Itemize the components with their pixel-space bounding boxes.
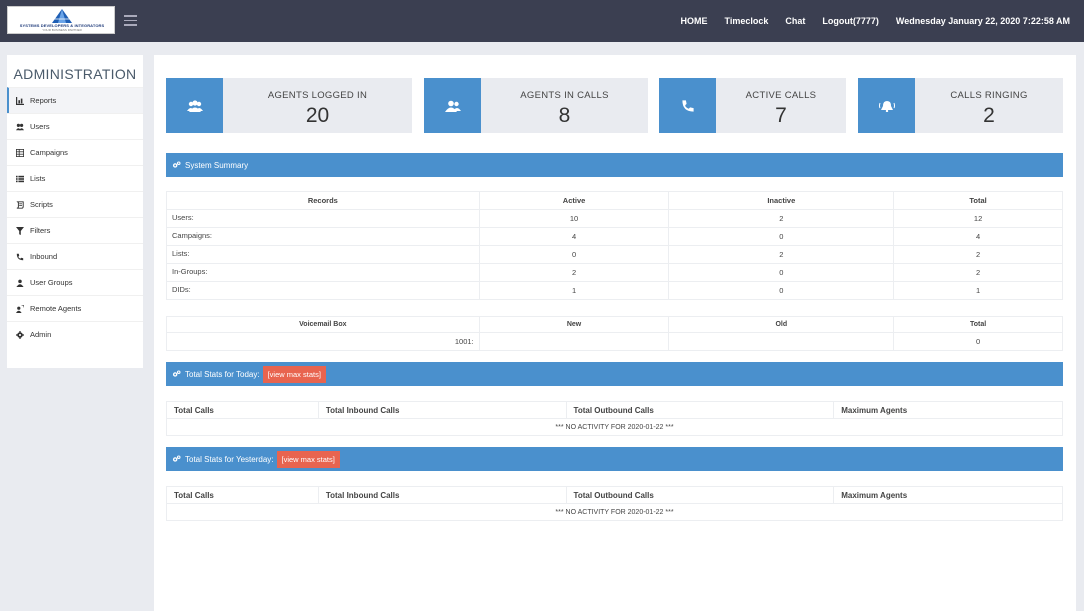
stat-label: AGENTS IN CALLS bbox=[520, 90, 609, 101]
logo-pyramid-icon bbox=[52, 9, 72, 23]
sidebar: ADMINISTRATION Reports Users Campaigns L… bbox=[7, 55, 143, 368]
list-icon bbox=[16, 175, 24, 182]
stat-card-agents-logged-in: AGENTS LOGGED IN 20 bbox=[166, 78, 412, 133]
sidebar-item-reports[interactable]: Reports bbox=[7, 87, 143, 113]
inbound-icon bbox=[16, 253, 24, 260]
table-row: *** NO ACTIVITY FOR 2020-01-22 *** bbox=[166, 418, 1063, 436]
system-summary-title: System Summary bbox=[185, 160, 249, 170]
stat-card-calls-ringing: CALLS RINGING 2 bbox=[858, 78, 1063, 133]
table-header-row: Records Active Inactive Total bbox=[166, 191, 1063, 210]
system-summary-table: Records Active Inactive Total Users: 10 … bbox=[166, 191, 1063, 300]
sidebar-menu: Reports Users Campaigns Lists Scripts Fi… bbox=[7, 87, 143, 347]
sidebar-item-lists[interactable]: Lists bbox=[7, 165, 143, 191]
logo-tagline: YOUR BUSINESS PARTNER bbox=[42, 28, 82, 32]
col-active: Active bbox=[478, 191, 670, 210]
company-logo[interactable]: SYSTEMS DEVELOPERS & INTEGRATORS YOUR BU… bbox=[7, 6, 115, 34]
top-nav: HOME Timeclock Chat Logout(7777) Wednesd… bbox=[664, 0, 1070, 42]
table-header-row: Voicemail Box New Old Total bbox=[166, 316, 1063, 333]
stats-today-header: Total Stats for Today: [view max stats] bbox=[166, 362, 1063, 386]
logo-text: SYSTEMS DEVELOPERS & INTEGRATORS bbox=[19, 23, 105, 28]
sidebar-item-label: Filters bbox=[30, 226, 51, 235]
system-summary-header: System Summary bbox=[166, 153, 1063, 177]
nav-chat[interactable]: Chat bbox=[785, 16, 806, 26]
table-row: Users: 10 2 12 bbox=[166, 209, 1063, 228]
col-inactive: Inactive bbox=[668, 191, 895, 210]
stat-card-agents-in-calls: AGENTS IN CALLS 8 bbox=[424, 78, 648, 133]
stats-yesterday-header: Total Stats for Yesterday: [view max sta… bbox=[166, 447, 1063, 471]
stat-card-active-calls: ACTIVE CALLS 7 bbox=[659, 78, 846, 133]
col-records: Records bbox=[166, 191, 480, 210]
stat-value: 7 bbox=[775, 104, 787, 127]
col-total: Total bbox=[893, 191, 1063, 210]
nav-logout[interactable]: Logout(7777) bbox=[822, 16, 879, 26]
sidebar-item-label: Inbound bbox=[30, 252, 58, 261]
stat-value: 2 bbox=[983, 104, 995, 127]
bar-chart-icon bbox=[16, 96, 24, 105]
table-row: 1001: 0 bbox=[166, 332, 1063, 351]
sidebar-item-remote-agents[interactable]: Remote Agents bbox=[7, 295, 143, 321]
stat-label: ACTIVE CALLS bbox=[745, 90, 817, 101]
voicemail-table: Voicemail Box New Old Total 1001: 0 bbox=[166, 316, 1063, 351]
table-row: *** NO ACTIVITY FOR 2020-01-22 *** bbox=[166, 503, 1063, 521]
sidebar-item-label: Remote Agents bbox=[30, 304, 82, 313]
table-row: In-Groups: 2 0 2 bbox=[166, 263, 1063, 282]
stat-value: 8 bbox=[558, 104, 571, 127]
col-old: Old bbox=[668, 316, 895, 333]
sidebar-item-label: Lists bbox=[30, 174, 46, 183]
sidebar-item-label: Campaigns bbox=[30, 148, 68, 157]
stats-today-title: Total Stats for Today: bbox=[185, 369, 260, 379]
table-header-row: Total Calls Total Inbound Calls Total Ou… bbox=[166, 401, 1063, 419]
sidebar-item-label: User Groups bbox=[30, 278, 73, 287]
no-activity-message: *** NO ACTIVITY FOR 2020-01-22 *** bbox=[166, 503, 1063, 521]
sidebar-item-admin[interactable]: Admin bbox=[7, 321, 143, 347]
bell-icon bbox=[878, 100, 895, 112]
table-row: Lists: 0 2 2 bbox=[166, 245, 1063, 264]
view-max-stats-yesterday-button[interactable]: [view max stats] bbox=[276, 450, 340, 468]
table-row: Campaigns: 4 0 4 bbox=[166, 227, 1063, 246]
no-activity-message: *** NO ACTIVITY FOR 2020-01-22 *** bbox=[166, 418, 1063, 436]
stats-yesterday-title: Total Stats for Yesterday: bbox=[185, 454, 274, 464]
sidebar-title: ADMINISTRATION bbox=[13, 66, 137, 82]
sidebar-item-label: Scripts bbox=[30, 200, 53, 209]
stat-label: AGENTS LOGGED IN bbox=[267, 90, 368, 101]
col-voicemail-box: Voicemail Box bbox=[166, 316, 480, 333]
stats-today-table: Total Calls Total Inbound Calls Total Ou… bbox=[166, 401, 1063, 436]
filter-icon bbox=[16, 226, 24, 235]
sidebar-item-label: Admin bbox=[30, 330, 52, 339]
table-header-row: Total Calls Total Inbound Calls Total Ou… bbox=[166, 486, 1063, 504]
agents-icon bbox=[444, 100, 461, 112]
gears-icon bbox=[172, 161, 181, 168]
main-content: AGENTS LOGGED IN 20 AGENTS IN CALLS 8 AC… bbox=[154, 55, 1076, 611]
sidebar-item-campaigns[interactable]: Campaigns bbox=[7, 139, 143, 165]
users-icon bbox=[186, 99, 203, 112]
users-icon bbox=[16, 123, 24, 130]
remote-agents-icon bbox=[16, 304, 24, 313]
top-bar: SYSTEMS DEVELOPERS & INTEGRATORS YOUR BU… bbox=[0, 0, 1084, 42]
sidebar-item-filters[interactable]: Filters bbox=[7, 217, 143, 243]
sidebar-item-user-groups[interactable]: User Groups bbox=[7, 269, 143, 295]
sidebar-item-label: Reports bbox=[30, 96, 57, 105]
gear-icon bbox=[16, 330, 24, 339]
sidebar-item-inbound[interactable]: Inbound bbox=[7, 243, 143, 269]
gears-icon bbox=[172, 370, 181, 377]
menu-toggle-icon[interactable] bbox=[124, 15, 137, 26]
stat-label: CALLS RINGING bbox=[950, 90, 1028, 101]
user-groups-icon bbox=[16, 279, 24, 287]
nav-timeclock[interactable]: Timeclock bbox=[724, 16, 769, 26]
phone-icon bbox=[681, 99, 694, 112]
sidebar-item-scripts[interactable]: Scripts bbox=[7, 191, 143, 217]
table-icon bbox=[16, 148, 24, 157]
col-total: Total bbox=[893, 316, 1063, 333]
sidebar-item-label: Users bbox=[30, 122, 50, 131]
sidebar-item-users[interactable]: Users bbox=[7, 113, 143, 139]
stats-yesterday-table: Total Calls Total Inbound Calls Total Ou… bbox=[166, 486, 1063, 521]
nav-home[interactable]: HOME bbox=[680, 16, 708, 26]
gears-icon bbox=[172, 455, 181, 462]
script-icon bbox=[16, 200, 24, 209]
view-max-stats-today-button[interactable]: [view max stats] bbox=[262, 365, 326, 383]
table-row: DIDs: 1 0 1 bbox=[166, 281, 1063, 300]
current-datetime: Wednesday January 22, 2020 7:22:58 AM bbox=[895, 16, 1070, 26]
col-new: New bbox=[478, 316, 670, 333]
stat-value: 20 bbox=[305, 104, 330, 127]
